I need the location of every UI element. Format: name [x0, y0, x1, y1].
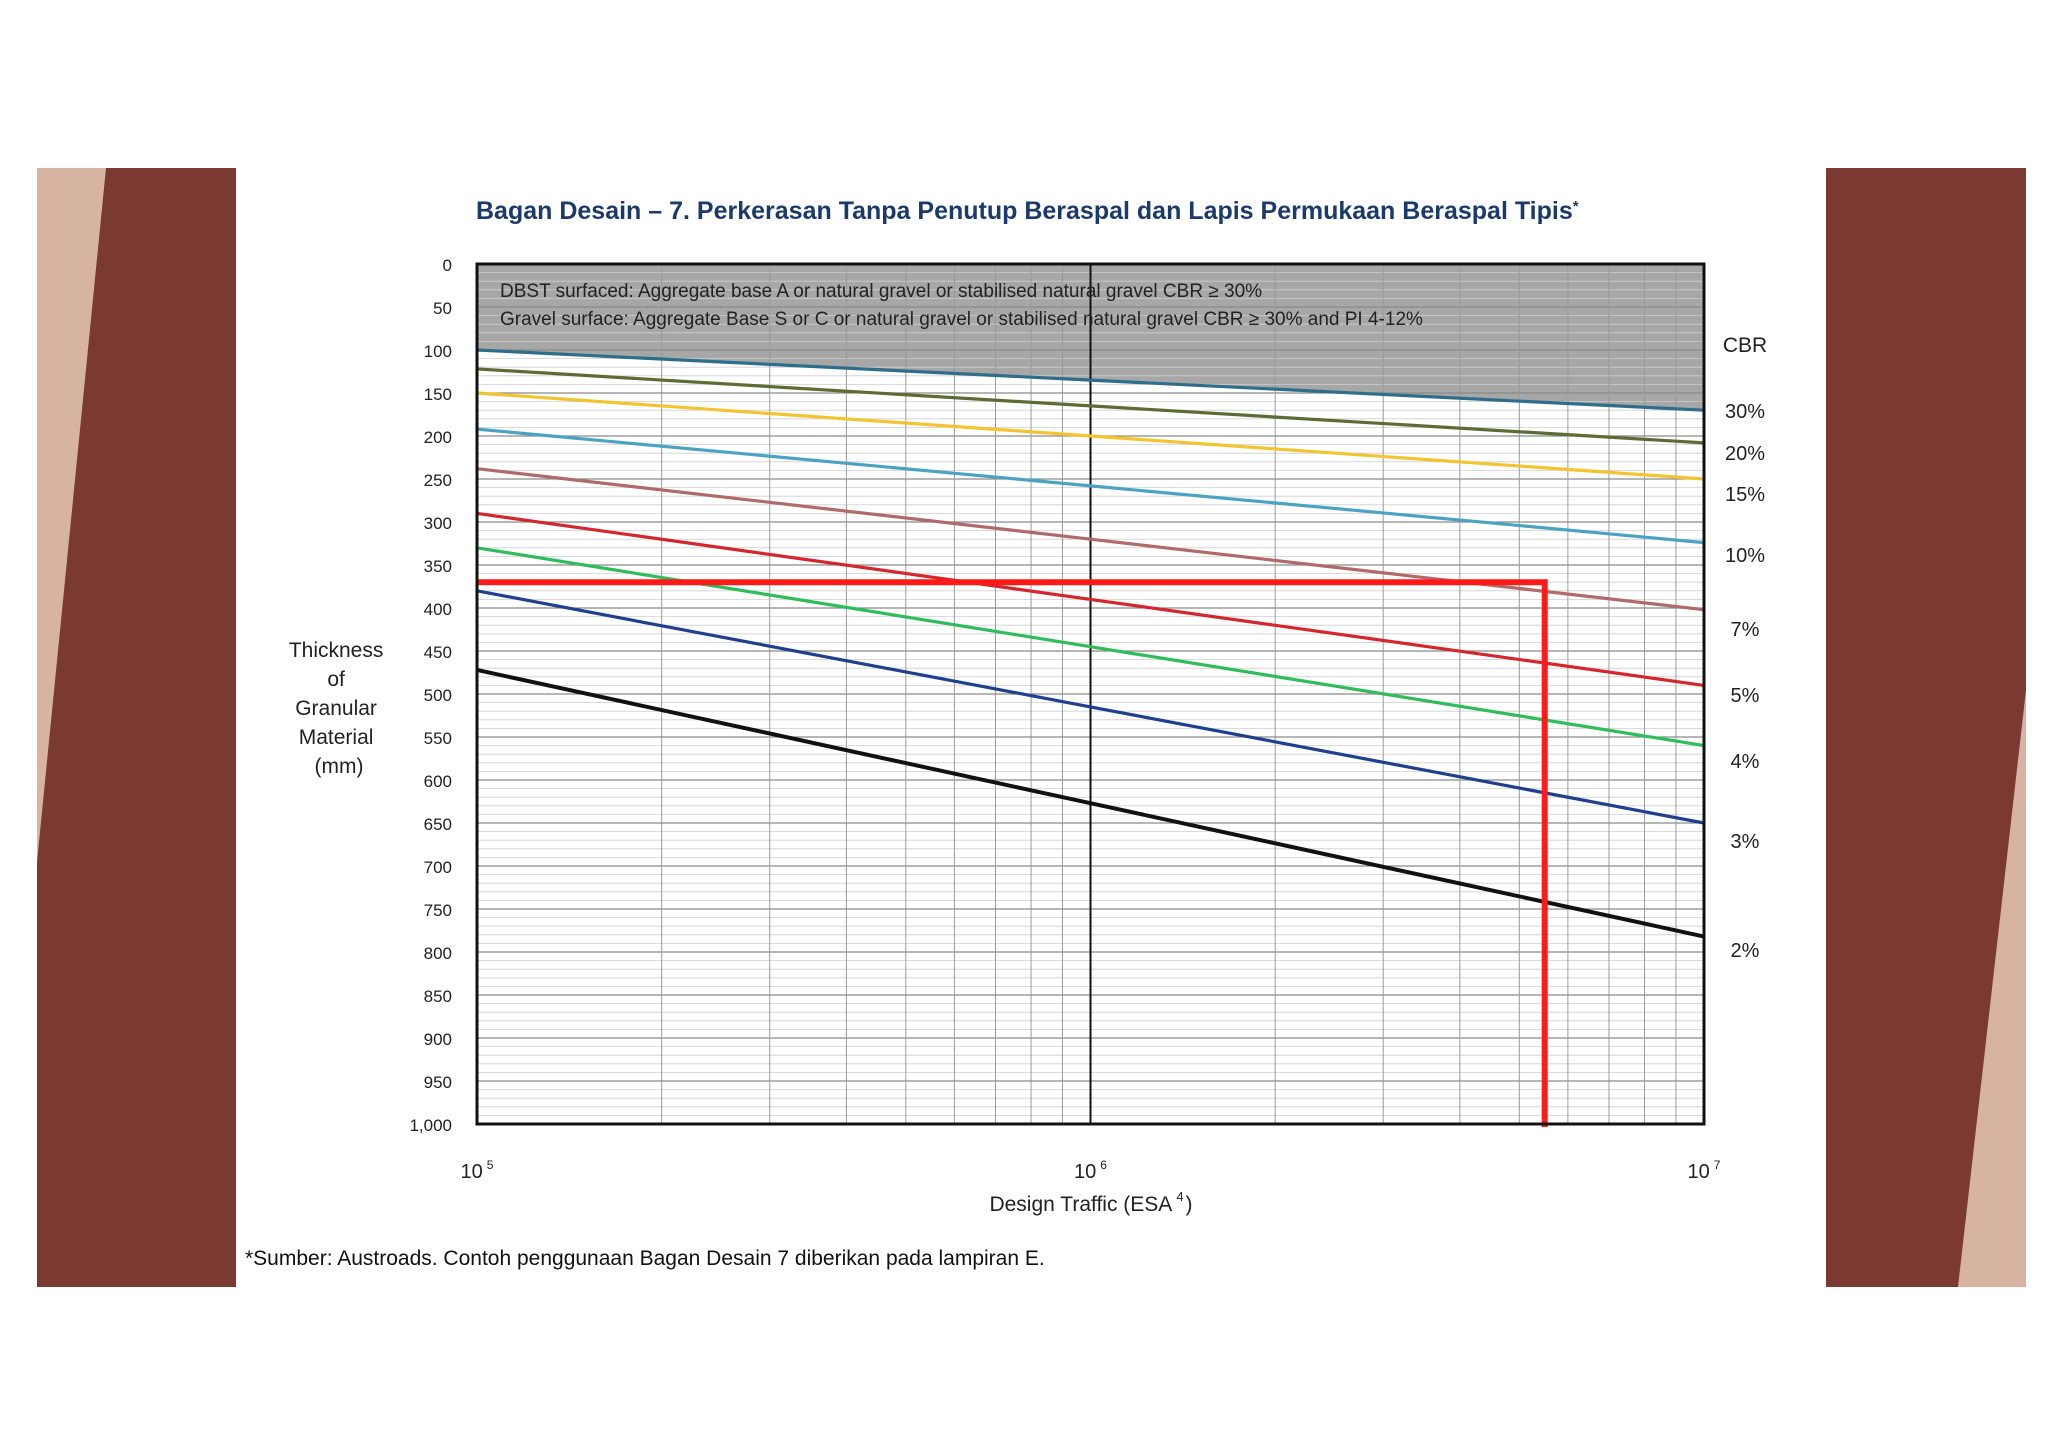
x-tick-labels: 10 5 10 6 10 7 — [461, 1158, 1721, 1183]
y-tick-label: 750 — [424, 901, 452, 920]
shaded-region-line: Gravel surface: Aggregate Base S or C or… — [500, 309, 1423, 330]
series-line-cbr-10 — [476, 427, 1705, 545]
y-tick-label: 0 — [443, 256, 452, 275]
x-tick-label: 10 7 — [1688, 1158, 1721, 1183]
x-tick-label: 10 6 — [1074, 1158, 1107, 1183]
y-tick-label: 850 — [424, 987, 452, 1006]
legend-title: CBR — [1723, 334, 1767, 357]
legend-label-cbr-7: 7% — [1731, 619, 1760, 641]
y-tick-label: 650 — [424, 815, 452, 834]
left-tan-stripe — [37, 168, 106, 862]
footnote: *Sumber: Austroads. Contoh penggunaan Ba… — [245, 1247, 1045, 1270]
grid — [477, 264, 1704, 1124]
y-axis-label: Thickness of Granular Material (mm) — [289, 639, 389, 778]
y-tick-label: 950 — [424, 1073, 452, 1092]
series-line-cbr-3 — [476, 589, 1705, 825]
legend-label-cbr-20: 20% — [1725, 443, 1765, 465]
legend-label-cbr-15: 15% — [1725, 484, 1765, 506]
legend-label-cbr-2: 2% — [1731, 940, 1760, 962]
series-line-cbr-15 — [476, 391, 1705, 481]
shaded-region-text: DBST surfaced: Aggregate base A or natur… — [500, 281, 1423, 330]
y-tick-label: 500 — [424, 686, 452, 705]
series-line-cbr-5 — [476, 511, 1705, 687]
left-decoration — [37, 168, 236, 1287]
right-tan-stripe — [1958, 690, 2026, 1287]
legend-label-cbr-5: 5% — [1731, 685, 1760, 707]
shaded-region-line: DBST surfaced: Aggregate base A or natur… — [500, 281, 1262, 302]
legend-label-cbr-4: 4% — [1731, 751, 1760, 773]
series-line-cbr-2 — [476, 667, 1705, 939]
legend-label-cbr-30: 30% — [1725, 401, 1765, 423]
chart-title: Bagan Desain – 7. Perkerasan Tanpa Penut… — [476, 197, 1579, 225]
series-line-cbr-30 — [476, 348, 1705, 412]
y-tick-label: 900 — [424, 1030, 452, 1049]
series-line-cbr-20 — [476, 367, 1705, 445]
y-tick-label: 450 — [424, 643, 452, 662]
right-decoration — [1826, 168, 2026, 1287]
y-tick-label: 600 — [424, 772, 452, 791]
y-tick-label: 100 — [424, 342, 452, 361]
annotation-line — [477, 579, 1548, 1127]
plot-frame — [475, 262, 1706, 1126]
y-tick-label: 800 — [424, 944, 452, 963]
y-tick-label: 700 — [424, 858, 452, 877]
y-tick-label: 300 — [424, 514, 452, 533]
y-tick-label: 550 — [424, 729, 452, 748]
series-lines — [476, 348, 1705, 939]
legend-label-cbr-3: 3% — [1731, 831, 1760, 853]
y-tick-label: 350 — [424, 557, 452, 576]
x-tick-label: 10 5 — [461, 1158, 494, 1183]
series-line-cbr-7 — [476, 467, 1705, 612]
x-axis-label: Design Traffic (ESA 4) — [989, 1189, 1192, 1216]
legend: CBR 30% 20% 15% 10% 7% 5% 4% 3% 2% — [1723, 334, 1767, 962]
y-tick-label: 150 — [424, 385, 452, 404]
y-tick-label: 50 — [433, 299, 452, 318]
y-tick-label: 250 — [424, 471, 452, 490]
y-tick-label: 1,000 — [409, 1116, 452, 1135]
y-tick-labels: 0 50 100 150 200 250 300 350 400 450 500 550 600 650 7… — [409, 256, 452, 1135]
legend-label-cbr-10: 10% — [1725, 545, 1765, 567]
y-tick-label: 200 — [424, 428, 452, 447]
annotation — [477, 579, 1548, 1127]
y-tick-label: 400 — [424, 600, 452, 619]
